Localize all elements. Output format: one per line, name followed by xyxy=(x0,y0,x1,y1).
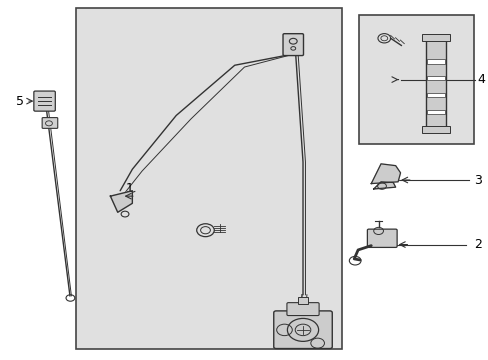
Bar xyxy=(421,34,449,41)
Bar xyxy=(426,59,444,64)
FancyBboxPatch shape xyxy=(286,303,319,316)
Text: 2: 2 xyxy=(473,238,481,251)
Bar xyxy=(425,36,445,129)
FancyBboxPatch shape xyxy=(42,118,58,129)
Bar xyxy=(426,110,444,114)
Bar xyxy=(421,126,449,133)
Text: 4: 4 xyxy=(477,73,485,86)
Text: 3: 3 xyxy=(473,174,481,186)
Polygon shape xyxy=(370,164,400,184)
FancyBboxPatch shape xyxy=(34,91,55,111)
Polygon shape xyxy=(373,182,395,189)
Bar xyxy=(76,8,341,348)
Bar xyxy=(298,297,307,304)
Bar xyxy=(358,15,473,144)
Polygon shape xyxy=(110,191,132,212)
Bar xyxy=(426,93,444,97)
FancyBboxPatch shape xyxy=(366,229,396,247)
Text: 5: 5 xyxy=(16,95,24,108)
Text: 1: 1 xyxy=(126,183,134,195)
FancyBboxPatch shape xyxy=(273,311,331,348)
FancyBboxPatch shape xyxy=(283,34,303,55)
Bar xyxy=(426,76,444,80)
